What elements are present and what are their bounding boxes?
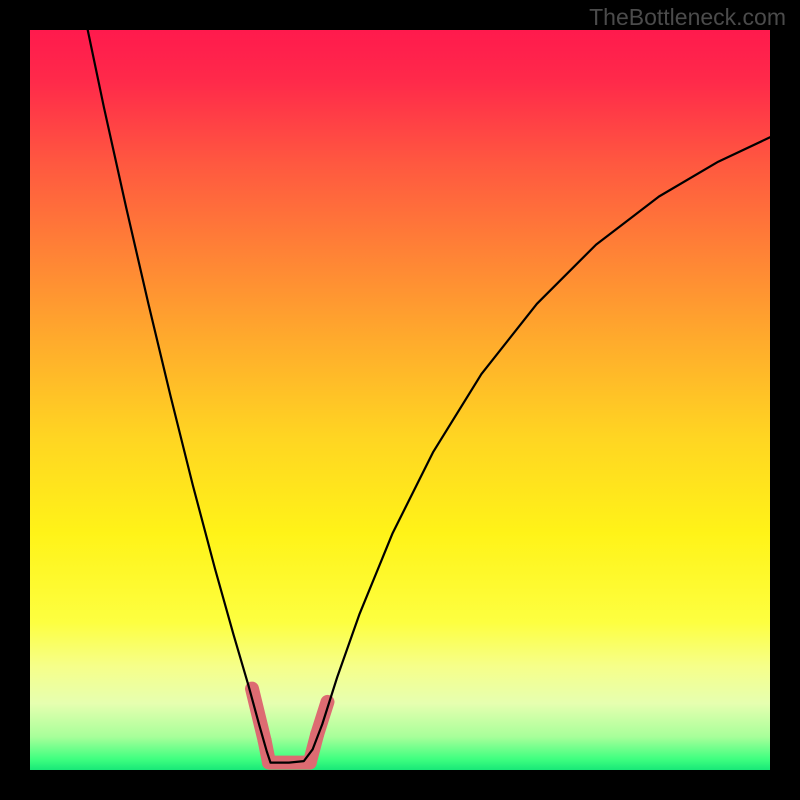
plot-background — [30, 30, 770, 770]
chart-frame: TheBottleneck.com — [0, 0, 800, 800]
watermark-text: TheBottleneck.com — [589, 4, 786, 31]
chart-svg — [0, 0, 800, 800]
bottom-marker-segment — [317, 702, 327, 735]
